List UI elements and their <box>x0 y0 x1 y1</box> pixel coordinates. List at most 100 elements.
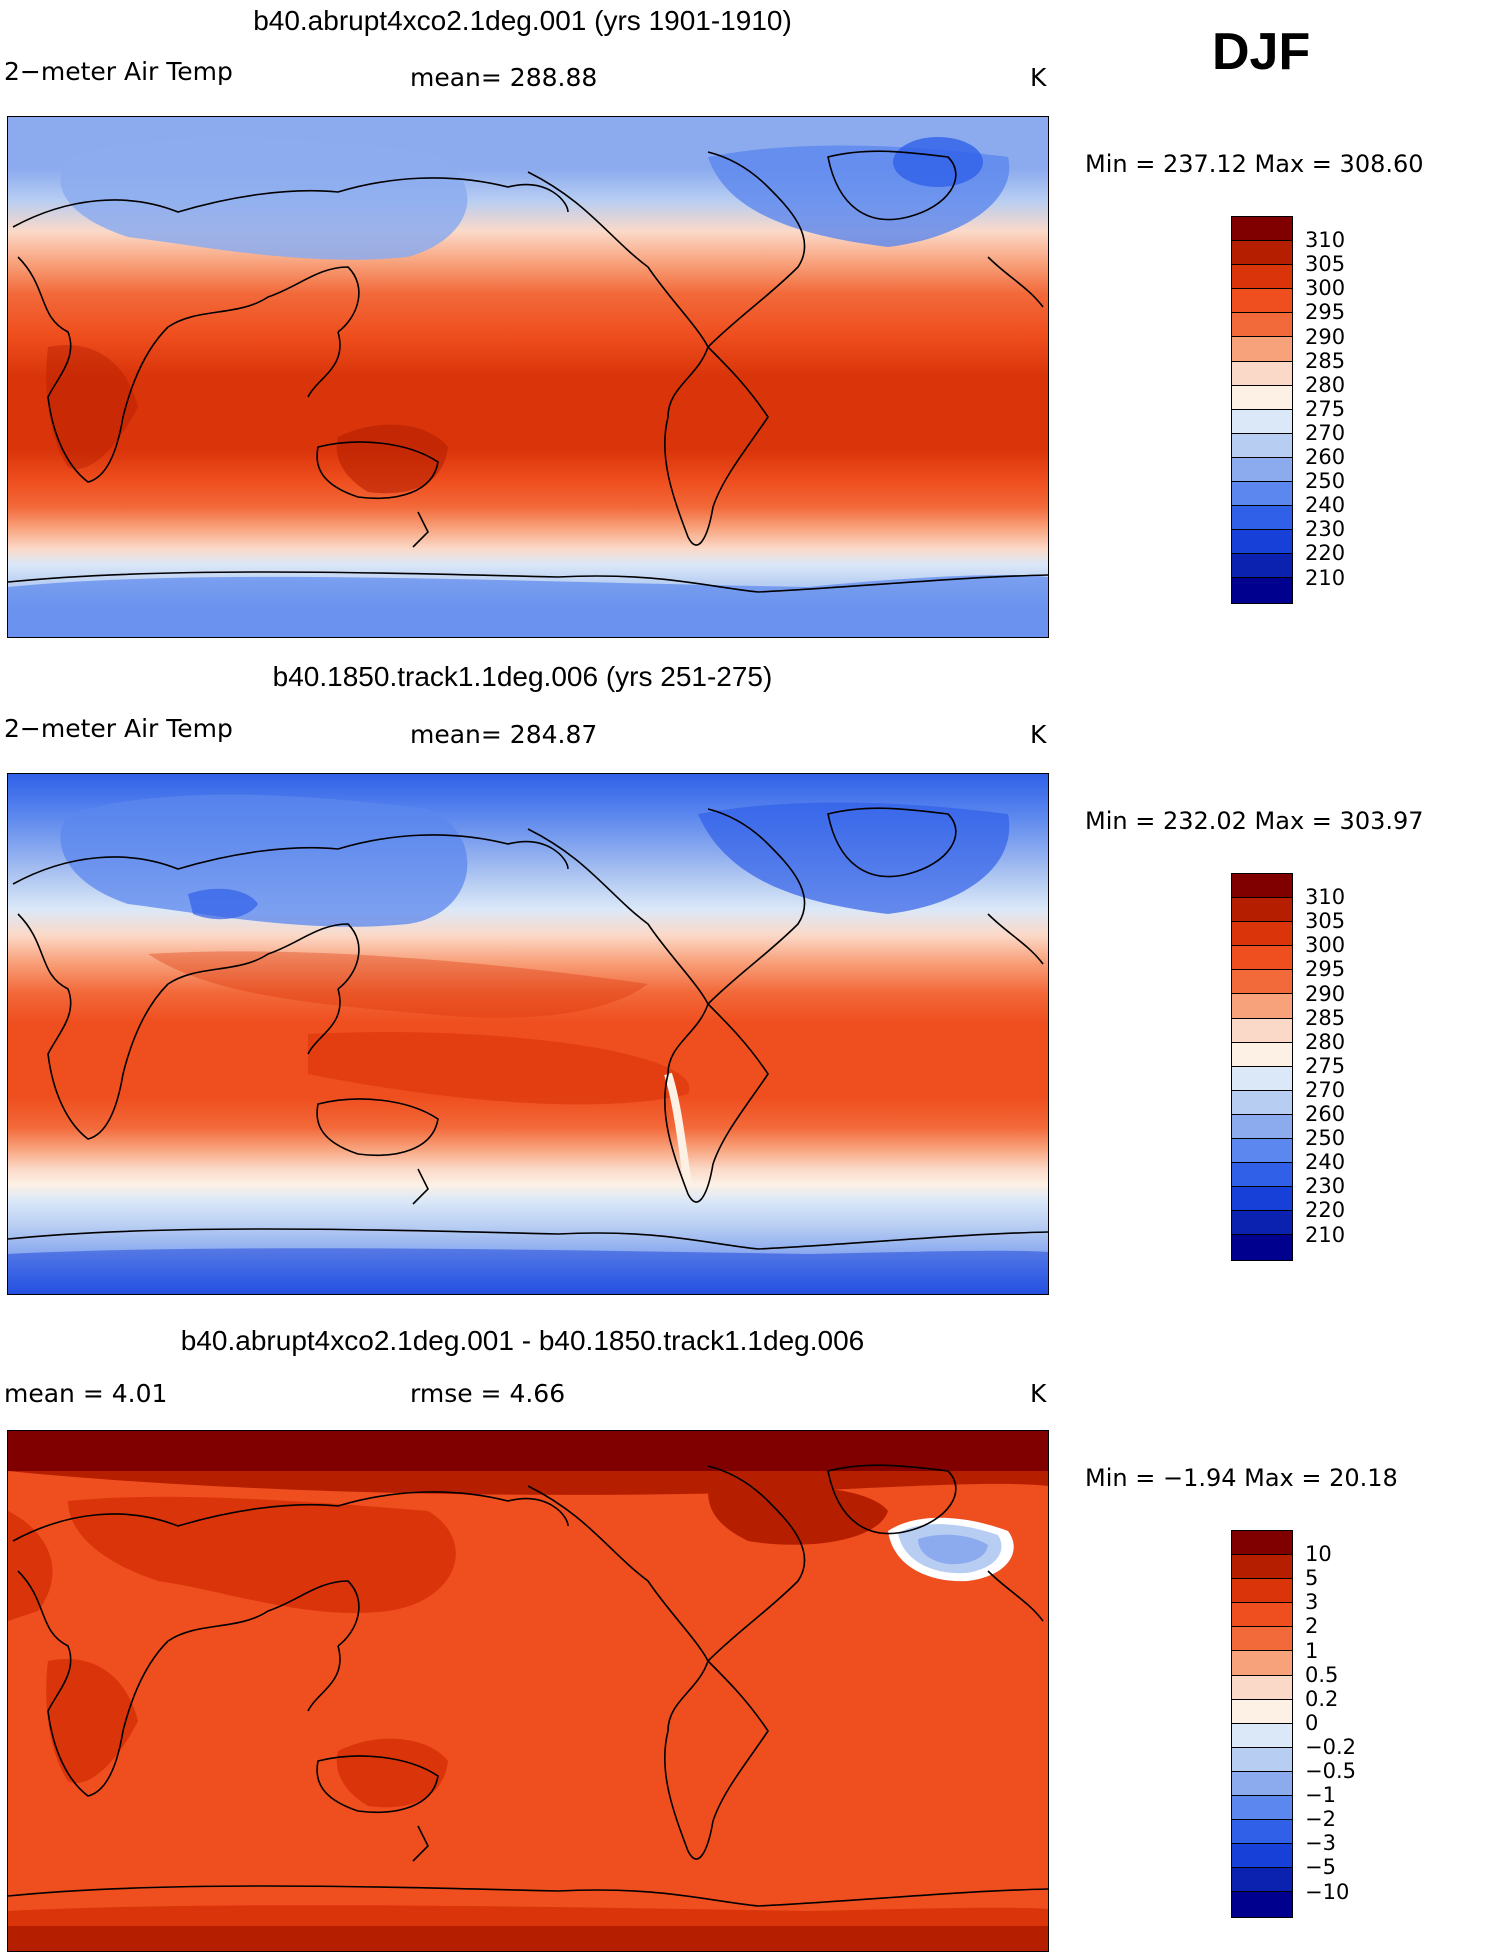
panel-1-level-label: 260 <box>1305 445 1346 469</box>
panel-1-colorbar-box <box>1232 457 1292 483</box>
season-label: DJF <box>1212 23 1311 81</box>
panel-1-colorbar-box <box>1232 578 1292 603</box>
panel-1-colorbar-box <box>1232 217 1292 242</box>
panel-3-level-label: −0.5 <box>1305 1759 1356 1783</box>
panel-1-colorbar-box <box>1232 361 1292 386</box>
panel-1-level-label: 305 <box>1305 252 1346 277</box>
panel-1-colorbar-box <box>1232 289 1292 314</box>
panel-1-colorbar-box <box>1232 313 1292 338</box>
panel-2-title: b40.1850.track1.1deg.006 (yrs 251-275) <box>272 661 773 692</box>
panel-2-level-label: 295 <box>1305 957 1346 982</box>
panel-1-level-label: 230 <box>1305 517 1346 542</box>
panel-3-colorbar-box <box>1232 1579 1292 1604</box>
panel-3-map-svg <box>8 1431 1048 1951</box>
panel-2-mean-label: mean= 284.87 <box>410 720 598 749</box>
panel-2-colorbar-box <box>1232 1018 1292 1043</box>
panel-1-colorbar-box <box>1232 506 1292 531</box>
panel-1-mean-label: mean= 288.88 <box>410 63 598 92</box>
panel-3-colorbar-box <box>1232 1699 1292 1724</box>
panel-2-colorbar-box <box>1232 1042 1292 1067</box>
panel-2-map <box>7 773 1049 1295</box>
panel-2-units-label: K <box>1030 720 1047 749</box>
panel-3-level-label: −10 <box>1305 1879 1350 1904</box>
panel-3-colorbar-box <box>1232 1603 1292 1628</box>
panel-3-colorbar-box <box>1232 1555 1292 1580</box>
panel-3-colorbar <box>1231 1530 1293 1918</box>
panel-3-level-label: 5 <box>1305 1566 1319 1591</box>
panel-2-level-label: 260 <box>1305 1102 1346 1126</box>
panel-3-colorbar-box <box>1232 1844 1292 1869</box>
panel-1-units-label: K <box>1030 63 1047 92</box>
panel-3-colorbar-box <box>1232 1820 1292 1845</box>
panel-1-level-label: 270 <box>1305 420 1346 445</box>
panel-3-colorbar-box <box>1232 1531 1292 1556</box>
panel-3-level-label: 1 <box>1305 1638 1319 1663</box>
panel-1-colorbar-box <box>1232 530 1292 555</box>
panel-3-colorbar-box <box>1232 1796 1292 1821</box>
panel-1-level-label: 240 <box>1305 493 1346 518</box>
panel-1-colorbar-box <box>1232 482 1292 507</box>
panel-2-level-label: 220 <box>1305 1198 1346 1223</box>
panel-3-level-label: −3 <box>1305 1831 1336 1856</box>
panel-2-level-label: 270 <box>1305 1077 1346 1102</box>
panel-2-level-label: 305 <box>1305 909 1346 934</box>
panel-1-variable-label: 2−meter Air Temp <box>4 57 233 86</box>
panel-1-level-label: 280 <box>1305 372 1346 397</box>
panel-2-colorbar-box <box>1232 1139 1292 1164</box>
panel-1-level-label: 310 <box>1305 228 1346 253</box>
panel-3-level-label: 0 <box>1305 1710 1319 1735</box>
panel-3-colorbar-box <box>1232 1651 1292 1676</box>
panel-2-map-svg <box>8 774 1048 1294</box>
panel-1-level-label: 210 <box>1305 565 1346 590</box>
panel-1-level-label: 220 <box>1305 541 1346 566</box>
panel-1-colorbar-box <box>1232 433 1292 458</box>
panel-1-colorbar <box>1231 216 1293 604</box>
panel-2-colorbar-box <box>1232 1187 1292 1212</box>
panel-1-level-label: 290 <box>1305 324 1346 349</box>
panel-1-level-label: 250 <box>1305 469 1346 494</box>
panel-3-level-label: 0.5 <box>1305 1662 1339 1687</box>
panel-2-variable-label: 2−meter Air Temp <box>4 714 233 743</box>
panel-3-level-label: −2 <box>1305 1807 1336 1832</box>
panel-3-level-label: −5 <box>1305 1855 1336 1880</box>
panel-2-level-label: 240 <box>1305 1150 1346 1175</box>
panel-2-colorbar-box <box>1232 994 1292 1019</box>
panel-1-colorbar-box <box>1232 241 1292 266</box>
panel-3-minmax: Min = −1.94 Max = 20.18 <box>1085 1464 1398 1492</box>
panel-2-colorbar-box <box>1232 874 1292 899</box>
panel-3-level-label: 3 <box>1305 1590 1319 1615</box>
panel-2-colorbar-box <box>1232 1163 1292 1188</box>
panel-2-level-label: 210 <box>1305 1222 1346 1247</box>
panel-2-colorbar-box <box>1232 898 1292 923</box>
panel-2-colorbar-box <box>1232 1235 1292 1260</box>
panel-2-colorbar-box <box>1232 922 1292 947</box>
panel-1-level-label: 285 <box>1305 348 1346 373</box>
panel-3-colorbar-box <box>1232 1771 1292 1797</box>
panel-1-colorbar-box <box>1232 409 1292 434</box>
panel-3-units-label: K <box>1030 1379 1047 1408</box>
panel-2-colorbar <box>1231 873 1293 1261</box>
panel-1-title: b40.abrupt4xco2.1deg.001 (yrs 1901-1910) <box>253 5 792 36</box>
panel-1-colorbar-box <box>1232 554 1292 579</box>
panel-3-colorbar-box <box>1232 1892 1292 1917</box>
panel-3-level-label: −1 <box>1305 1783 1336 1808</box>
panel-1-level-label: 295 <box>1305 300 1346 325</box>
panel-3-map <box>7 1430 1049 1952</box>
panel-1-colorbar-box <box>1232 265 1292 290</box>
panel-3-level-label: −0.2 <box>1305 1734 1356 1759</box>
panel-3-level-label: 2 <box>1305 1614 1319 1639</box>
panel-2-colorbar-box <box>1232 1211 1292 1236</box>
panel-3-colorbar-box <box>1232 1868 1292 1893</box>
panel-2-minmax: Min = 232.02 Max = 303.97 <box>1085 807 1424 835</box>
panel-3-colorbar-box <box>1232 1627 1292 1652</box>
panel-1-level-label: 300 <box>1305 276 1346 301</box>
panel-2-level-label: 230 <box>1305 1174 1346 1199</box>
panel-3-rmse-label: rmse = 4.66 <box>410 1379 566 1408</box>
panel-2-level-label: 300 <box>1305 933 1346 958</box>
panel-1-minmax: Min = 237.12 Max = 308.60 <box>1085 150 1424 178</box>
panel-2-colorbar-box <box>1232 1066 1292 1091</box>
panel-2-level-label: 290 <box>1305 981 1346 1006</box>
panel-1-map <box>7 116 1049 638</box>
panel-3-colorbar-box <box>1232 1747 1292 1772</box>
panel-1-level-label: 275 <box>1305 396 1346 421</box>
